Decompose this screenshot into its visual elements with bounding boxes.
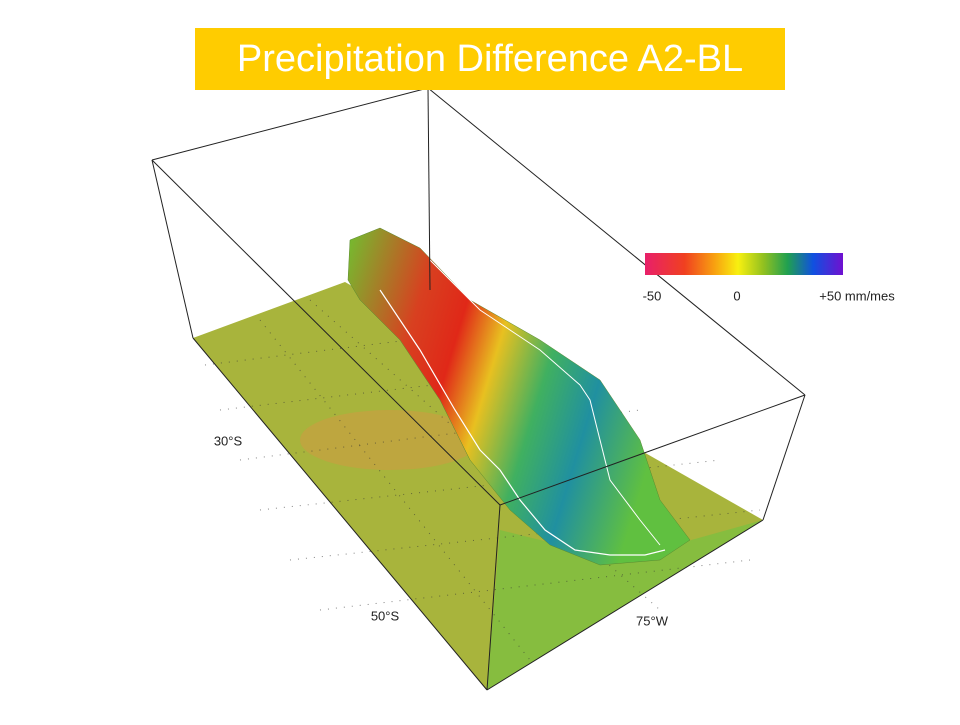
- longitude-label: 75°W: [636, 613, 669, 628]
- coastline: [379, 289, 666, 556]
- colorbar-label: +50 mm/mes: [819, 288, 895, 303]
- title-box: [195, 28, 785, 90]
- title: Precipitation Difference A2-BL: [237, 38, 743, 80]
- colorbar: [645, 253, 843, 275]
- latitude-label: 30°S: [214, 433, 243, 448]
- orange-area: [300, 410, 480, 470]
- colorbar-label: 0: [733, 288, 740, 303]
- latitude-label: 50°S: [371, 608, 400, 623]
- grid: [204, 299, 761, 661]
- colorbar-label: -50: [643, 288, 662, 303]
- bounding-box: [151, 87, 806, 691]
- border: [429, 259, 661, 546]
